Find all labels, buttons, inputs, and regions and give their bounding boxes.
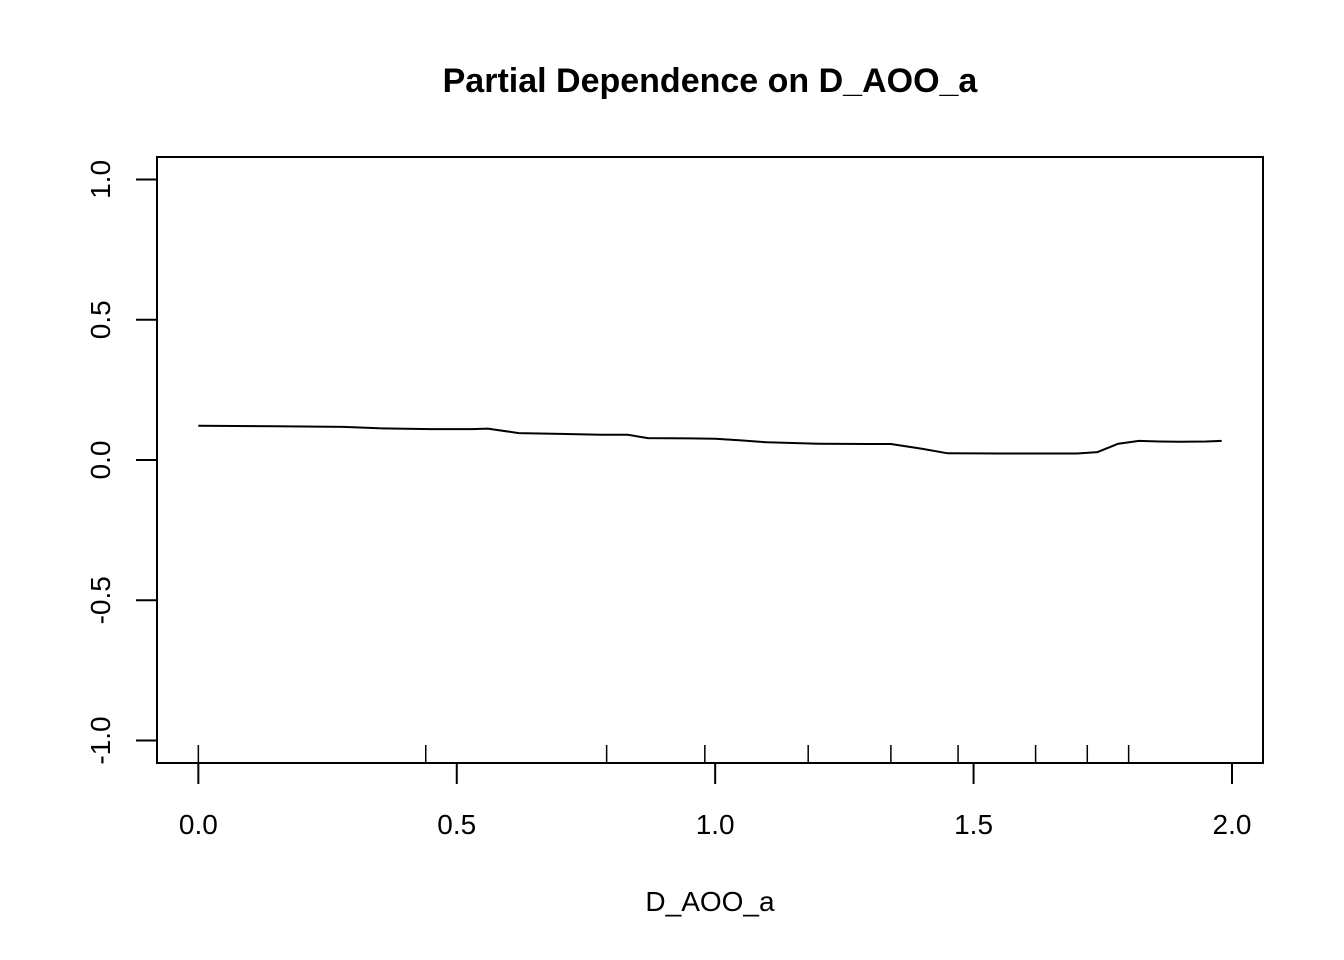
- chart-title: Partial Dependence on D_AOO_a: [443, 62, 979, 100]
- x-tick-label: 0.5: [437, 809, 476, 840]
- x-tick-label: 0.0: [179, 809, 218, 840]
- x-axis: 0.0 0.5 1.0 1.5 2.0: [179, 762, 1252, 840]
- x-axis-label: D_AOO_a: [645, 886, 775, 917]
- partial-dependence-line: [198, 424, 1222, 455]
- y-tick-label: 0.0: [85, 441, 116, 480]
- plot-frame: [156, 156, 1264, 764]
- y-tick-label: 0.5: [85, 300, 116, 339]
- rug-marks: [197, 745, 1130, 763]
- y-tick-label: -1.0: [85, 716, 116, 764]
- series-group: [198, 424, 1222, 455]
- y-axis: -1.0 -0.5 0.0 0.5 1.0: [85, 160, 158, 765]
- x-tick-label: 2.0: [1213, 809, 1252, 840]
- x-tick-label: 1.0: [696, 809, 735, 840]
- y-tick-label: 1.0: [85, 160, 116, 199]
- y-tick-label: -0.5: [85, 576, 116, 624]
- x-tick-label: 1.5: [954, 809, 993, 840]
